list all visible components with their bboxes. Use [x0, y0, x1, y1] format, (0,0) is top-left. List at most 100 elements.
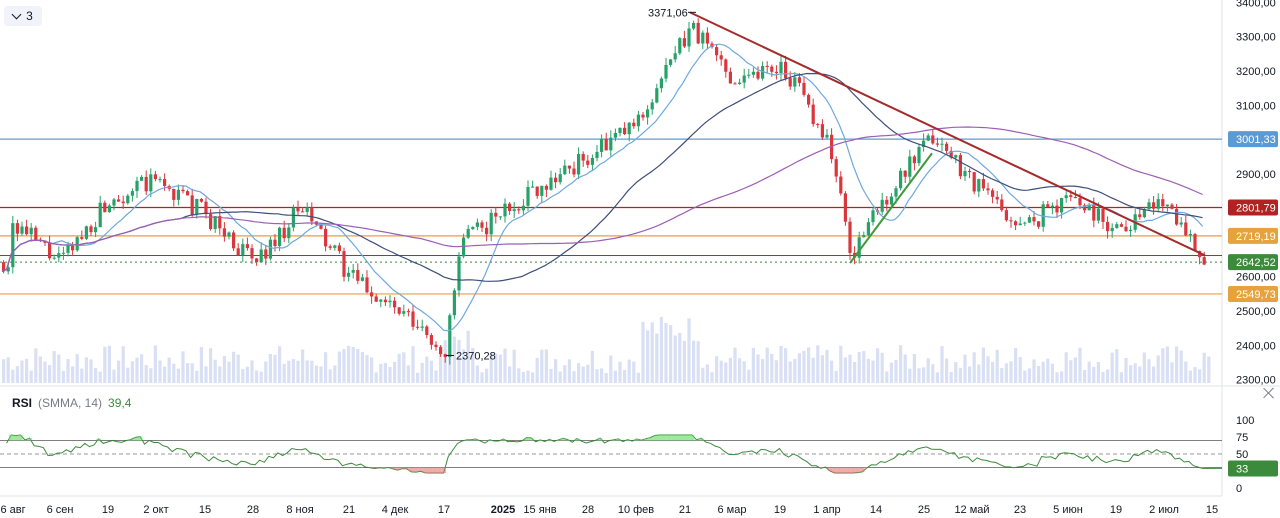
time-tick-label: 25	[918, 504, 930, 516]
candle-body	[761, 66, 765, 79]
trend-line	[689, 11, 1206, 257]
volume-bar	[333, 365, 337, 383]
candle-body	[370, 292, 374, 297]
candle-body	[305, 207, 309, 212]
candle-body	[563, 165, 567, 175]
volume-bar	[471, 347, 475, 383]
volume-bar	[1050, 363, 1054, 383]
volume-bar	[600, 368, 604, 383]
candle-body	[567, 165, 571, 169]
candle-body	[1032, 217, 1036, 222]
volume-bar	[549, 368, 553, 383]
volume-bar	[705, 364, 709, 383]
volume-bar	[1179, 350, 1183, 383]
candle-body	[572, 168, 576, 175]
candle-body	[379, 299, 383, 302]
volume-bar	[1032, 359, 1036, 383]
candle-body	[186, 191, 190, 196]
volume-bar	[126, 367, 130, 383]
volume-bar	[751, 347, 755, 383]
volume-bar	[623, 369, 627, 383]
candle-body	[94, 227, 98, 233]
volume-bar	[1124, 357, 1128, 383]
candle-body	[1129, 229, 1133, 232]
volume-bar	[1004, 363, 1008, 383]
candle-body	[549, 177, 553, 190]
candle-body	[1023, 222, 1027, 224]
candle-body	[144, 176, 148, 192]
candle-body	[756, 71, 760, 79]
candle-body	[1138, 214, 1142, 218]
volume-bar	[38, 356, 42, 383]
volume-bar	[807, 347, 811, 383]
volume-bar	[986, 356, 990, 383]
volume-bar	[871, 360, 875, 383]
volume-bar	[245, 366, 249, 383]
candle-body	[255, 258, 259, 263]
price-tick-label: 2600,00	[1236, 272, 1276, 284]
volume-bar	[724, 362, 728, 383]
candle-body	[1009, 220, 1013, 222]
time-tick-label: 2025	[491, 504, 515, 516]
candle-body	[163, 179, 167, 186]
candle-body	[1087, 204, 1091, 211]
volume-bar	[66, 359, 70, 383]
candle-body	[931, 135, 935, 144]
volume-bar	[756, 354, 760, 383]
candle-body	[1004, 210, 1008, 221]
volume-bar	[908, 368, 912, 383]
price-tick-label: 3400,00	[1236, 0, 1276, 9]
volume-bar	[103, 346, 107, 383]
price-tick-label: 3200,00	[1236, 66, 1276, 78]
candle-body	[503, 203, 507, 217]
volume-bar	[75, 354, 79, 383]
volume-bar	[899, 345, 903, 383]
rsi-value: 39,4	[108, 396, 132, 410]
volume-bar	[991, 361, 995, 383]
close-icon[interactable]	[1262, 386, 1276, 400]
volume-bar	[940, 346, 944, 383]
volume-bar	[710, 372, 714, 383]
volume-bar	[609, 355, 613, 383]
volume-bar	[650, 322, 654, 383]
rsi-legend[interactable]: RSI (SMMA, 14) 39,4	[12, 396, 131, 410]
rsi-tick-label: 50	[1236, 449, 1248, 461]
volume-bar	[885, 371, 889, 383]
candle-body	[728, 71, 732, 84]
candle-body	[843, 193, 847, 222]
time-tick-label: 23	[1014, 504, 1026, 516]
volume-bar	[475, 365, 479, 383]
candle-body	[544, 185, 548, 190]
low-annotation: 2370,28	[456, 350, 496, 362]
volume-bar	[314, 365, 318, 383]
volume-bar	[310, 360, 314, 383]
volume-bar	[972, 352, 976, 383]
volume-bar	[1106, 369, 1110, 383]
volume-bar	[692, 340, 696, 383]
volume-bar	[627, 359, 631, 383]
candle-body	[494, 212, 498, 217]
candle-body	[986, 188, 990, 191]
volume-bar	[457, 339, 461, 383]
candle-body	[291, 207, 295, 228]
candle-body	[508, 203, 512, 211]
candle-body	[512, 209, 516, 211]
volume-bar	[521, 371, 525, 383]
volume-bar	[784, 348, 788, 383]
candle-body	[416, 326, 420, 328]
volume-bar	[383, 362, 387, 383]
candle-body	[830, 134, 834, 160]
candle-body	[172, 188, 176, 200]
candle-body	[365, 277, 369, 293]
candle-body	[1184, 222, 1188, 236]
volume-bar	[903, 354, 907, 383]
candle-body	[34, 227, 38, 240]
collapse-indicators-button[interactable]: 3	[4, 6, 42, 26]
candle-body	[802, 82, 806, 95]
candle-body	[581, 154, 585, 161]
volume-bar	[664, 322, 668, 383]
candle-body	[199, 198, 203, 202]
candle-body	[1161, 199, 1165, 207]
time-tick-label: 10 фев	[618, 504, 654, 516]
